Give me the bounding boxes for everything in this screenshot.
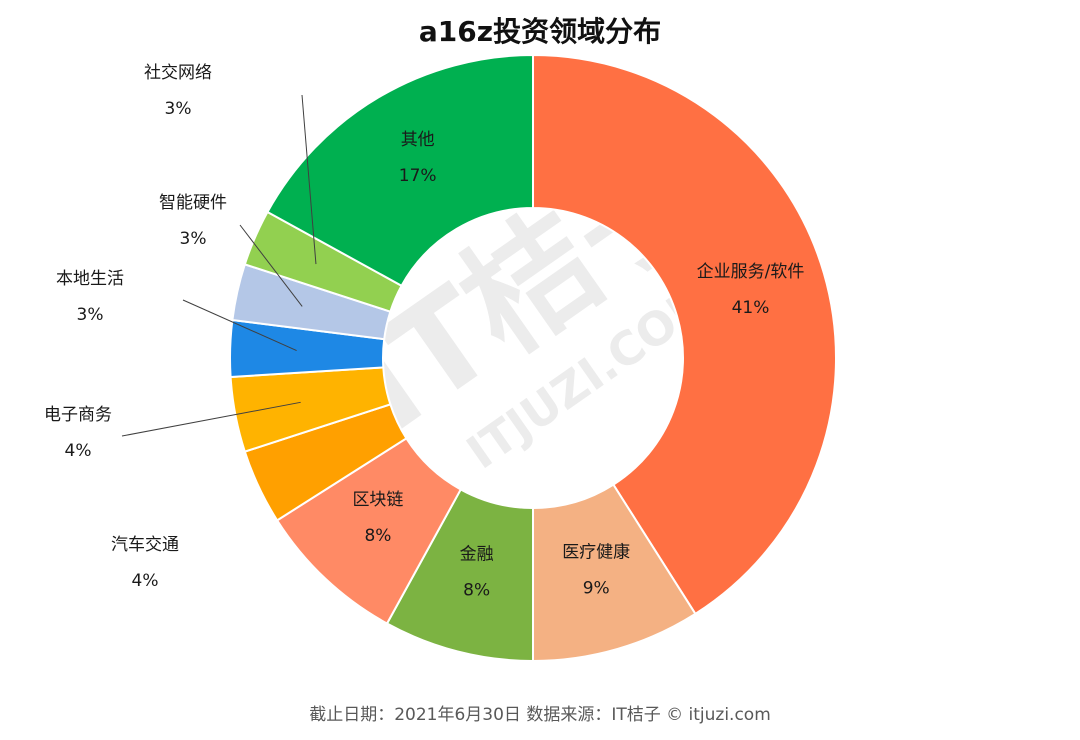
- slice-label-本地生活: 本地生活: [56, 269, 124, 289]
- slice-label-金融: 金融: [460, 544, 494, 564]
- slice-企业服务/软件: [532, 53, 837, 616]
- slice-value-本地生活: 3%: [77, 305, 104, 325]
- slice-value-金融: 8%: [463, 580, 490, 600]
- slice-value-电子商务: 4%: [65, 441, 92, 461]
- slice-label-电子商务: 电子商务: [44, 405, 112, 425]
- slice-label-智能硬件: 智能硬件: [159, 193, 227, 213]
- slice-value-区块链: 8%: [364, 526, 391, 546]
- slice-label-企业服务/软件: 企业服务/软件: [697, 262, 805, 282]
- slice-label-社交网络: 社交网络: [144, 63, 212, 83]
- slice-value-企业服务/软件: 41%: [732, 298, 770, 318]
- slice-value-医疗健康: 9%: [583, 579, 610, 599]
- donut-chart: IT桔子 ITJUZI.COM 企业服务/软件41%医疗健康9%金融8%区块链8…: [44, 53, 837, 663]
- slice-label-其他: 其他: [401, 130, 435, 150]
- leader-line-本地生活: [182, 299, 297, 352]
- leader-line-智能硬件: [239, 224, 303, 307]
- slice-其他: [266, 53, 534, 288]
- slice-value-汽车交通: 4%: [132, 571, 159, 591]
- leader-lines: [121, 94, 317, 437]
- slice-value-社交网络: 3%: [165, 99, 192, 119]
- slice-label-医疗健康: 医疗健康: [562, 543, 630, 563]
- slices: [229, 53, 837, 663]
- slice-value-智能硬件: 3%: [180, 229, 207, 249]
- footer-source: 截止日期：2021年6月30日 数据来源：IT桔子 © itjuzi.com: [309, 705, 771, 725]
- leader-line-电子商务: [121, 401, 301, 437]
- slice-labels: 企业服务/软件 41% 医疗健康 9% 金融 8% 区块链 8% 汽车交通 4% 电子商务 4% 本地生…: [44, 63, 804, 600]
- slice-label-汽车交通: 汽车交通: [111, 535, 179, 555]
- slice-value-其他: 17%: [399, 166, 437, 186]
- leader-line-社交网络: [301, 94, 317, 265]
- chart-title: a16z投资领域分布: [418, 15, 662, 48]
- slice-label-区块链: 区块链: [352, 490, 403, 510]
